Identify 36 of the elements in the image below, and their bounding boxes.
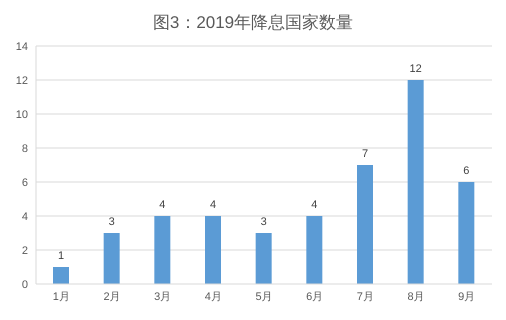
y-tick-label: 14	[16, 40, 28, 53]
data-label: 4	[311, 199, 318, 211]
y-tick-label: 2	[22, 244, 28, 257]
y-tick-label: 8	[22, 142, 28, 155]
bar	[53, 267, 69, 284]
data-label: 4	[210, 199, 216, 211]
y-tick-label: 12	[16, 74, 28, 87]
bar	[205, 216, 221, 284]
bar	[104, 233, 120, 284]
y-tick-label: 4	[22, 210, 28, 223]
bar	[154, 216, 170, 284]
data-label: 3	[260, 216, 267, 228]
x-tick-label: 6月	[306, 290, 324, 303]
y-tick-label: 10	[16, 108, 28, 121]
x-tick-label: 3月	[154, 290, 172, 303]
y-tick-label: 0	[22, 278, 28, 291]
y-tick-label: 6	[22, 176, 28, 189]
chart-title: 图3：2019年降息国家数量	[152, 12, 354, 34]
x-tick-label: 1月	[52, 290, 70, 303]
bar	[256, 233, 272, 284]
data-label: 1	[58, 250, 64, 262]
data-label: 6	[463, 165, 470, 177]
bar	[458, 182, 474, 284]
x-tick-label: 7月	[356, 290, 374, 303]
bar	[357, 165, 373, 284]
x-tick-label: 5月	[255, 290, 273, 303]
data-label: 7	[362, 148, 368, 160]
x-tick-label: 4月	[204, 290, 222, 303]
data-label: 4	[159, 199, 166, 211]
x-tick-label: 2月	[103, 290, 121, 303]
bar	[306, 216, 322, 284]
data-label: 12	[410, 63, 422, 75]
x-tick-label: 9月	[458, 290, 476, 303]
x-tick-label: 8月	[407, 290, 425, 303]
bar	[408, 80, 424, 284]
data-label: 3	[108, 216, 115, 228]
